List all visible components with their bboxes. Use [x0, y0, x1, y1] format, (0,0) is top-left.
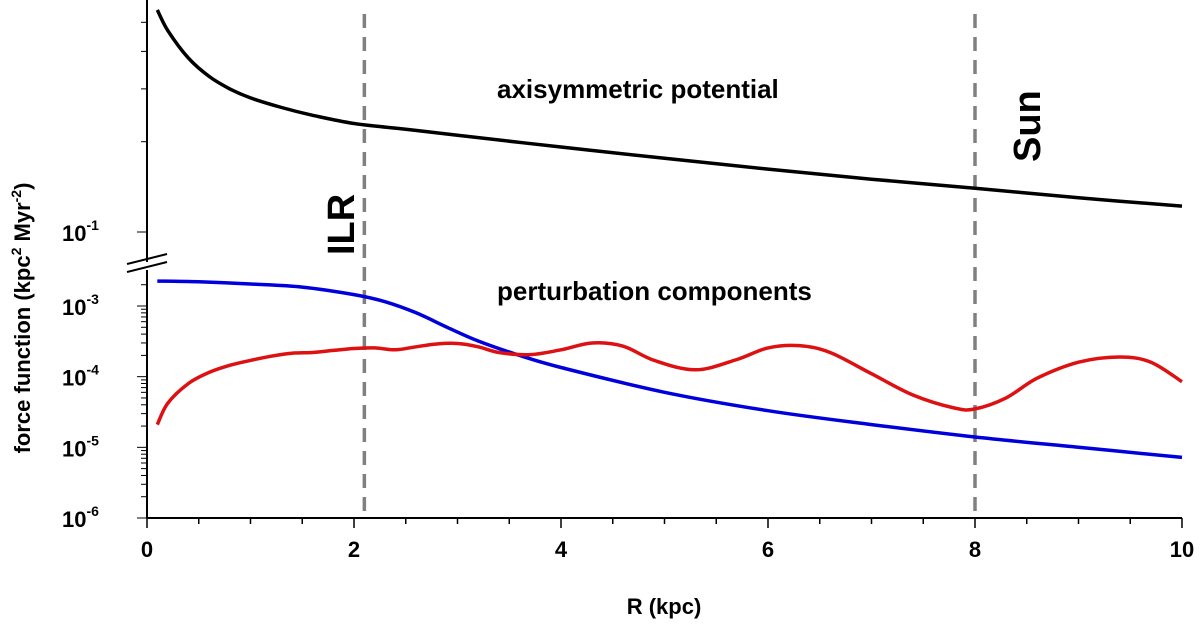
x-tick-label: 8	[969, 537, 981, 562]
x-tick-label: 0	[141, 537, 153, 562]
x-tick-label: 4	[555, 537, 568, 562]
x-ticks: 0 2 4 6 8 10	[141, 518, 1194, 562]
y-tick-exp: -3	[86, 291, 99, 307]
annotation-axisymmetric: axisymmetric potential	[497, 74, 779, 104]
y-tick-label: 10-1	[62, 217, 99, 246]
y-axis-title-part: force function (kpc	[10, 255, 35, 453]
x-tick-label: 6	[762, 537, 774, 562]
x-tick-label: 10	[1170, 537, 1194, 562]
y-tick-base: 10	[62, 507, 86, 532]
axis-break-mark	[126, 253, 168, 265]
y-tick-label: 10-6	[62, 503, 99, 532]
y-tick-base: 10	[62, 436, 86, 461]
y-tick-exp: -5	[86, 432, 99, 448]
y-tick-label: 10-3	[62, 291, 99, 320]
series-group	[155, 9, 1183, 460]
series-line-2	[155, 341, 1183, 426]
x-axis-title: R (kpc)	[627, 594, 702, 619]
annotation-sun: Sun	[1007, 90, 1049, 162]
y-ticks: 10-110-310-410-510-6	[62, 21, 147, 532]
y-tick-base: 10	[62, 366, 86, 391]
axis-break-mark	[126, 261, 168, 273]
y-axis-title-sup: 2	[8, 247, 24, 255]
y-axis-title-part: )	[10, 183, 35, 190]
y-axis-title-part: Myr	[10, 202, 35, 248]
y-tick-exp: -4	[86, 362, 99, 378]
y-axis-title-sup: -2	[8, 190, 24, 203]
y-tick-exp: -6	[86, 503, 99, 519]
y-tick-base: 10	[62, 295, 86, 320]
x-tick-label: 2	[348, 537, 360, 562]
y-tick-label: 10-4	[62, 362, 99, 391]
series-line-1	[157, 279, 1183, 460]
y-axis-title: force function (kpc2 Myr-2)	[8, 183, 35, 454]
y-tick-base: 10	[62, 221, 86, 246]
annotation-ilr: ILR	[321, 194, 363, 255]
vertical-lines	[362, 14, 977, 518]
series-line-0	[155, 9, 1183, 208]
y-tick-exp: -1	[86, 217, 99, 233]
y-tick-label: 10-5	[62, 432, 99, 461]
annotation-perturbation: perturbation components	[497, 276, 812, 306]
